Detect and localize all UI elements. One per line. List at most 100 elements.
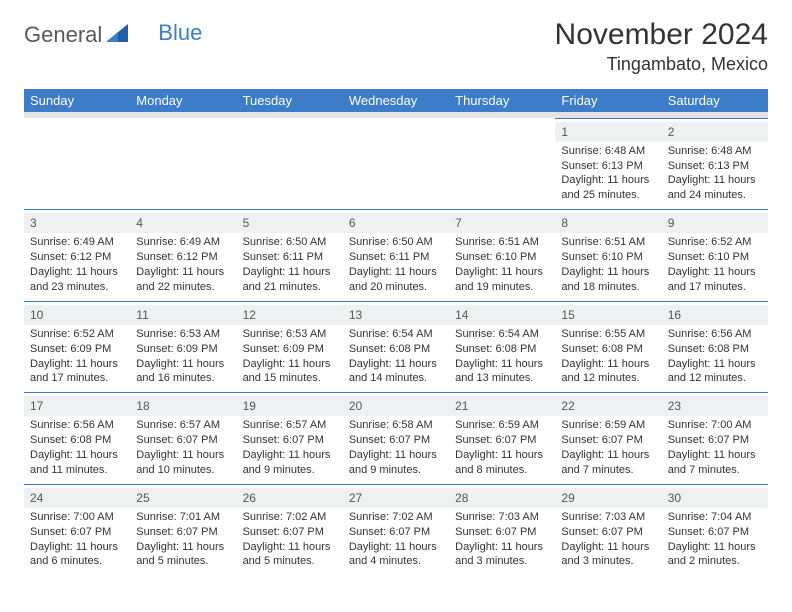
day-daylight1: Daylight: 11 hours	[455, 357, 549, 372]
day-sunset: Sunset: 6:10 PM	[668, 250, 762, 265]
day-sunset: Sunset: 6:11 PM	[243, 250, 337, 265]
day-daylight2: and 7 minutes.	[561, 463, 655, 478]
day-number: 9	[662, 213, 768, 233]
weekday-header: Friday	[555, 89, 661, 112]
weekday-header: Tuesday	[237, 89, 343, 112]
day-number: 25	[130, 488, 236, 508]
day-sunrise: Sunrise: 6:52 AM	[668, 235, 762, 250]
day-number: 23	[662, 396, 768, 416]
day-cell: 22Sunrise: 6:59 AMSunset: 6:07 PMDayligh…	[555, 393, 661, 485]
day-number: 11	[130, 305, 236, 325]
day-sunrise: Sunrise: 6:51 AM	[455, 235, 549, 250]
day-daylight1: Daylight: 11 hours	[136, 448, 230, 463]
day-sunrise: Sunrise: 7:04 AM	[668, 510, 762, 525]
location: Tingambato, Mexico	[555, 54, 768, 75]
day-daylight1: Daylight: 11 hours	[668, 448, 762, 463]
day-daylight2: and 14 minutes.	[349, 371, 443, 386]
day-cell: 6Sunrise: 6:50 AMSunset: 6:11 PMDaylight…	[343, 210, 449, 302]
day-daylight2: and 8 minutes.	[455, 463, 549, 478]
day-daylight2: and 19 minutes.	[455, 280, 549, 295]
day-sunrise: Sunrise: 6:54 AM	[349, 327, 443, 342]
day-sunset: Sunset: 6:09 PM	[243, 342, 337, 357]
day-sunset: Sunset: 6:07 PM	[349, 525, 443, 540]
day-sunrise: Sunrise: 6:57 AM	[136, 418, 230, 433]
day-daylight2: and 24 minutes.	[668, 188, 762, 203]
day-sunset: Sunset: 6:07 PM	[455, 433, 549, 448]
day-cell: 28Sunrise: 7:03 AMSunset: 6:07 PMDayligh…	[449, 484, 555, 575]
day-sunset: Sunset: 6:08 PM	[561, 342, 655, 357]
day-daylight1: Daylight: 11 hours	[561, 173, 655, 188]
week-row: 17Sunrise: 6:56 AMSunset: 6:08 PMDayligh…	[24, 393, 768, 485]
day-daylight2: and 4 minutes.	[349, 554, 443, 569]
day-number: 2	[662, 122, 768, 142]
day-number: 6	[343, 213, 449, 233]
day-daylight1: Daylight: 11 hours	[455, 540, 549, 555]
day-daylight1: Daylight: 11 hours	[30, 448, 124, 463]
day-daylight2: and 16 minutes.	[136, 371, 230, 386]
day-cell: 27Sunrise: 7:02 AMSunset: 6:07 PMDayligh…	[343, 484, 449, 575]
day-sunset: Sunset: 6:07 PM	[561, 525, 655, 540]
day-daylight2: and 9 minutes.	[349, 463, 443, 478]
day-sunset: Sunset: 6:09 PM	[136, 342, 230, 357]
day-sunrise: Sunrise: 6:55 AM	[561, 327, 655, 342]
logo-triangle-icon	[106, 24, 128, 47]
week-row: 24Sunrise: 7:00 AMSunset: 6:07 PMDayligh…	[24, 484, 768, 575]
logo: General Blue	[24, 18, 202, 48]
day-cell: 8Sunrise: 6:51 AMSunset: 6:10 PMDaylight…	[555, 210, 661, 302]
day-daylight1: Daylight: 11 hours	[136, 540, 230, 555]
week-row: 3Sunrise: 6:49 AMSunset: 6:12 PMDaylight…	[24, 210, 768, 302]
day-daylight2: and 11 minutes.	[30, 463, 124, 478]
day-cell: 1Sunrise: 6:48 AMSunset: 6:13 PMDaylight…	[555, 118, 661, 210]
day-sunset: Sunset: 6:07 PM	[455, 525, 549, 540]
day-sunset: Sunset: 6:07 PM	[243, 433, 337, 448]
day-cell: 16Sunrise: 6:56 AMSunset: 6:08 PMDayligh…	[662, 301, 768, 393]
day-cell: 26Sunrise: 7:02 AMSunset: 6:07 PMDayligh…	[237, 484, 343, 575]
day-cell: 19Sunrise: 6:57 AMSunset: 6:07 PMDayligh…	[237, 393, 343, 485]
day-cell: 12Sunrise: 6:53 AMSunset: 6:09 PMDayligh…	[237, 301, 343, 393]
day-number: 12	[237, 305, 343, 325]
weekday-header-row: Sunday Monday Tuesday Wednesday Thursday…	[24, 89, 768, 112]
day-daylight1: Daylight: 11 hours	[136, 357, 230, 372]
day-daylight1: Daylight: 11 hours	[349, 357, 443, 372]
day-daylight2: and 5 minutes.	[136, 554, 230, 569]
day-daylight1: Daylight: 11 hours	[243, 540, 337, 555]
day-number: 10	[24, 305, 130, 325]
day-daylight2: and 2 minutes.	[668, 554, 762, 569]
day-number: 24	[24, 488, 130, 508]
day-daylight1: Daylight: 11 hours	[136, 265, 230, 280]
day-sunrise: Sunrise: 7:03 AM	[561, 510, 655, 525]
day-daylight1: Daylight: 11 hours	[30, 265, 124, 280]
day-daylight2: and 20 minutes.	[349, 280, 443, 295]
day-daylight2: and 17 minutes.	[30, 371, 124, 386]
day-number: 14	[449, 305, 555, 325]
day-sunrise: Sunrise: 6:53 AM	[243, 327, 337, 342]
day-sunset: Sunset: 6:07 PM	[668, 525, 762, 540]
day-cell: 15Sunrise: 6:55 AMSunset: 6:08 PMDayligh…	[555, 301, 661, 393]
day-cell: 17Sunrise: 6:56 AMSunset: 6:08 PMDayligh…	[24, 393, 130, 485]
day-daylight2: and 15 minutes.	[243, 371, 337, 386]
weekday-header: Sunday	[24, 89, 130, 112]
day-sunrise: Sunrise: 6:57 AM	[243, 418, 337, 433]
weekday-header: Monday	[130, 89, 236, 112]
day-daylight1: Daylight: 11 hours	[668, 173, 762, 188]
day-number: 7	[449, 213, 555, 233]
day-daylight1: Daylight: 11 hours	[349, 448, 443, 463]
day-daylight1: Daylight: 11 hours	[561, 357, 655, 372]
day-cell	[24, 118, 130, 210]
day-daylight1: Daylight: 11 hours	[349, 265, 443, 280]
page: General Blue November 2024 Tingambato, M…	[0, 0, 792, 599]
day-cell: 2Sunrise: 6:48 AMSunset: 6:13 PMDaylight…	[662, 118, 768, 210]
day-daylight2: and 5 minutes.	[243, 554, 337, 569]
day-daylight1: Daylight: 11 hours	[561, 265, 655, 280]
day-cell: 25Sunrise: 7:01 AMSunset: 6:07 PMDayligh…	[130, 484, 236, 575]
day-number: 19	[237, 396, 343, 416]
day-number: 20	[343, 396, 449, 416]
day-sunset: Sunset: 6:10 PM	[561, 250, 655, 265]
day-number: 17	[24, 396, 130, 416]
logo-text-general: General	[24, 22, 102, 48]
day-sunset: Sunset: 6:12 PM	[136, 250, 230, 265]
day-number: 21	[449, 396, 555, 416]
day-sunset: Sunset: 6:09 PM	[30, 342, 124, 357]
day-cell	[449, 118, 555, 210]
day-sunrise: Sunrise: 6:52 AM	[30, 327, 124, 342]
